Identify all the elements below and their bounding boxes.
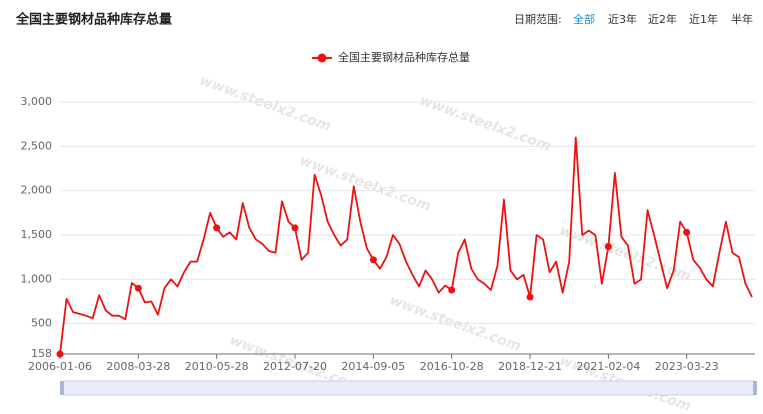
- watermark: www.steelx2.com: [197, 72, 333, 134]
- legend-label[interactable]: 全国主要钢材品种库存总量: [338, 50, 470, 64]
- y-tick-label: 1,000: [21, 272, 53, 285]
- zoom-slider[interactable]: [61, 380, 756, 396]
- x-tick-label: 2018-12-21: [498, 360, 562, 373]
- legend-marker: [317, 53, 327, 63]
- y-tick-label: 2,000: [21, 184, 53, 197]
- point-marker: [291, 224, 299, 232]
- y-tick-label: 500: [31, 317, 52, 330]
- series-line: [59, 136, 753, 355]
- x-tick-label: 2008-03-28: [106, 360, 170, 373]
- point-marker: [448, 286, 456, 294]
- x-tick-label: 2014-09-05: [341, 360, 405, 373]
- y-tick-label: 3,000: [21, 95, 53, 108]
- x-tick-label: 2023-03-23: [655, 360, 719, 373]
- point-marker: [369, 256, 377, 264]
- point-marker: [213, 224, 221, 232]
- point-marker: [526, 293, 534, 301]
- range-option[interactable]: 全部: [573, 12, 595, 26]
- range-option[interactable]: 近1年: [689, 12, 718, 26]
- range-option[interactable]: 半年: [731, 12, 753, 26]
- y-tick-label: 2,500: [21, 139, 53, 152]
- x-tick-label: 2006-01-06: [28, 360, 92, 373]
- range-option[interactable]: 近3年: [608, 12, 637, 26]
- y-tick-label: 1,500: [21, 228, 53, 241]
- x-tick-label: 2016-10-28: [420, 360, 484, 373]
- x-tick-label: 2012-07-20: [263, 360, 327, 373]
- point-marker: [604, 243, 612, 251]
- x-tick-label: 2021-02-04: [576, 360, 640, 373]
- point-marker: [56, 350, 64, 358]
- x-tick-label: 2010-05-28: [185, 360, 249, 373]
- chart-title: 全国主要钢材品种库存总量: [15, 12, 172, 28]
- range-option[interactable]: 近2年: [648, 12, 677, 26]
- y-tick-label: 158: [31, 347, 52, 360]
- controls-label: 日期范围:: [514, 12, 562, 26]
- point-marker: [134, 284, 142, 292]
- zoom-handle-right[interactable]: [753, 381, 757, 395]
- zoom-handle-left[interactable]: [60, 381, 64, 395]
- point-marker: [683, 228, 691, 236]
